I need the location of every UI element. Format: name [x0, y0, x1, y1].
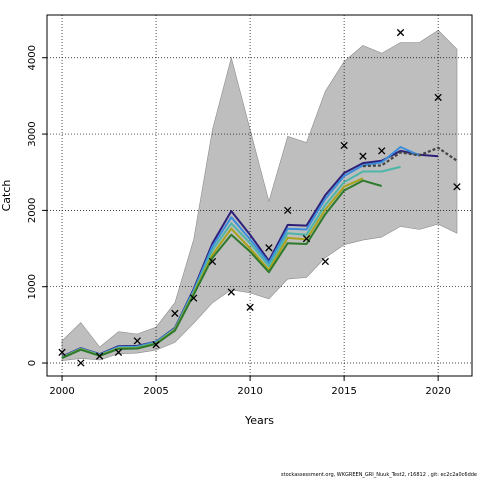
observed-point-stroke [190, 294, 198, 302]
observed-point [396, 28, 405, 37]
y-tick-label: 2000 [27, 198, 38, 223]
footer-credit: stockassessment.org, WKGREEN_GRI_Nuuk_Te… [281, 472, 477, 478]
observed-point [133, 337, 141, 345]
observed-point-stroke [77, 359, 85, 367]
observed-point-stroke [302, 234, 311, 243]
observed-point-stroke [284, 206, 292, 215]
observed-point [378, 147, 386, 155]
observed-point [302, 234, 311, 243]
y-tick-label: 4000 [27, 45, 38, 70]
observed-point [284, 206, 292, 215]
observed-point [227, 288, 235, 296]
y-tick-label: 1000 [27, 274, 38, 299]
series-line-6 [362, 146, 458, 168]
y-tick-label: 0 [27, 360, 38, 366]
observed-point-stroke [208, 257, 217, 266]
observed-point [190, 294, 198, 302]
plot-layer: 2000 2005 2010 2015 2020 0 1000 2000 3000 4000 [27, 14, 473, 397]
observed-point-stroke [114, 348, 123, 356]
plot-frame [46, 14, 473, 377]
observed-point [58, 348, 66, 356]
observed-point-stroke [58, 348, 66, 356]
observed-point-stroke [133, 337, 141, 345]
x-tick-label: 2005 [143, 386, 168, 397]
observed-point-stroke [378, 147, 386, 155]
observed-point [340, 141, 348, 150]
observed-point-stroke [321, 257, 329, 266]
x-tick-label: 2015 [331, 386, 356, 397]
observed-point-stroke [340, 141, 348, 150]
observed-point [95, 352, 104, 360]
observed-point-stroke [95, 352, 104, 360]
x-tick-label: 2020 [425, 386, 450, 397]
observed-point-stroke [227, 288, 235, 296]
observed-point [246, 303, 254, 311]
observed-point-stroke [396, 28, 405, 37]
observed-point [77, 359, 85, 367]
observed-point [321, 257, 329, 266]
observed-point-stroke [434, 93, 442, 102]
y-axis-title: Catch [0, 180, 13, 212]
observed-point-stroke [453, 183, 461, 191]
observed-point [152, 341, 160, 349]
observed-point-stroke [171, 309, 179, 318]
observed-point [453, 183, 461, 191]
observed-point-stroke [246, 303, 254, 311]
observed-point [171, 309, 179, 318]
observed-point [208, 257, 217, 266]
observed-point-stroke [359, 152, 367, 160]
observed-point [359, 152, 367, 160]
observed-point-stroke [265, 244, 273, 252]
observed-point [434, 93, 442, 102]
observed-point [114, 348, 123, 356]
y-tick-label: 3000 [27, 121, 38, 146]
observed-point-stroke [152, 341, 160, 349]
confidence-band [61, 29, 458, 362]
x-tick-label: 2010 [237, 386, 262, 397]
x-axis-title: Years [244, 414, 274, 427]
observed-point [265, 244, 273, 252]
x-tick-label: 2000 [49, 386, 74, 397]
